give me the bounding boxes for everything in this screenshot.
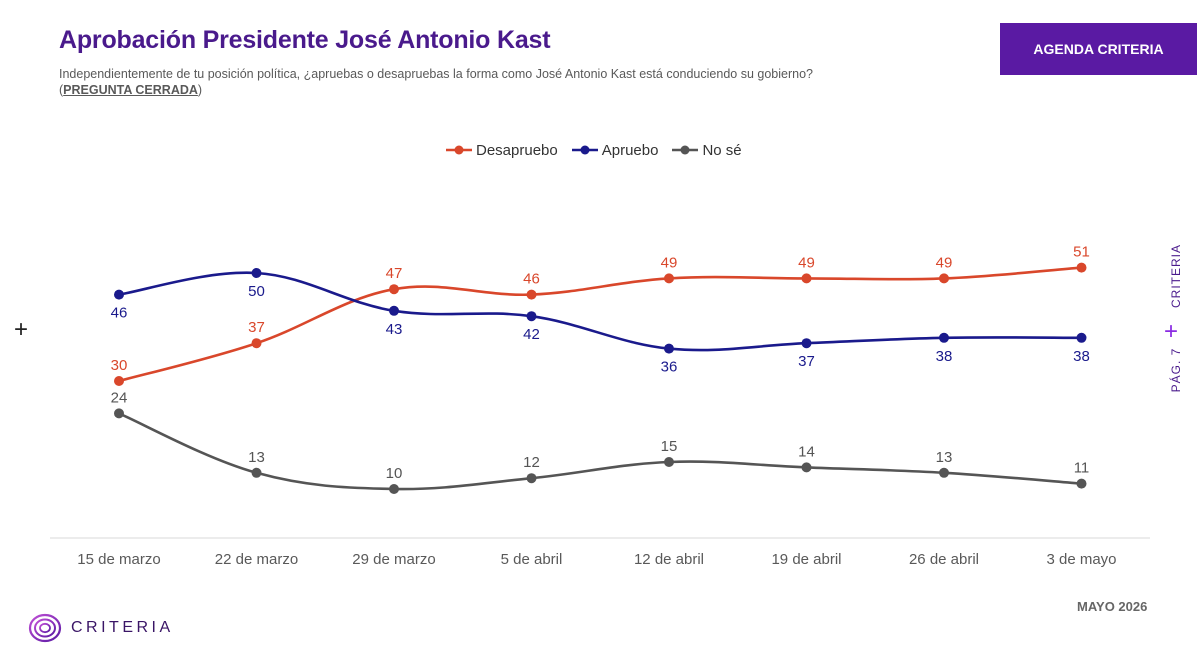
criteria-logo: CRITERIA	[28, 612, 174, 644]
data-label: 38	[936, 348, 953, 365]
legend-line-icon	[672, 145, 699, 155]
data-label: 47	[386, 265, 403, 282]
data-point	[939, 273, 949, 284]
data-point	[664, 273, 674, 284]
data-label: 46	[523, 271, 540, 288]
data-point	[251, 467, 262, 478]
question-end: )	[197, 83, 203, 97]
legend-label: Apruebo	[601, 141, 659, 159]
data-point	[114, 376, 124, 386]
data-point	[801, 462, 812, 473]
data-point	[526, 473, 537, 484]
plus-mark-right: +	[1164, 318, 1179, 345]
series-line-1	[117, 271, 1083, 352]
data-label: 49	[936, 254, 953, 271]
x-tick-label: 29 de marzo	[352, 551, 435, 568]
criteria-logo-icon	[28, 613, 62, 643]
data-label: 49	[661, 254, 678, 271]
data-label: 42	[523, 326, 540, 343]
chart-legend: Desapruebo Apruebo No sé	[446, 140, 742, 160]
plus-mark-left: +	[14, 316, 29, 343]
data-label: 24	[111, 389, 128, 406]
data-label: 38	[1073, 348, 1090, 365]
x-tick-label: 26 de abril	[909, 551, 979, 568]
data-label: 37	[248, 319, 265, 336]
data-point	[251, 268, 262, 278]
data-point	[389, 284, 399, 295]
data-point	[664, 343, 674, 354]
data-point	[939, 467, 949, 478]
legend-item-nose: No sé	[672, 141, 742, 159]
question-main: Independientemente de tu posición políti…	[59, 67, 813, 97]
data-point	[526, 311, 537, 322]
data-point	[939, 332, 949, 343]
data-label: 13	[936, 449, 953, 466]
series-line-2	[117, 412, 1083, 491]
data-label: 10	[386, 465, 403, 482]
series-line-0	[117, 266, 1083, 383]
x-tick-label: 22 de marzo	[215, 551, 298, 568]
legend-item-apruebo: Apruebo	[571, 141, 659, 159]
data-label: 12	[523, 454, 540, 471]
data-point	[664, 457, 674, 467]
question-text: Independientemente de tu posición políti…	[59, 66, 859, 98]
agenda-badge: AGENDA CRITERIA	[1000, 23, 1197, 75]
question-type: PREGUNTA CERRADA	[63, 83, 198, 97]
data-point	[389, 305, 399, 316]
data-label: 13	[248, 449, 265, 466]
data-point	[1076, 478, 1087, 489]
data-label: 11	[1074, 460, 1090, 477]
data-label: 36	[661, 359, 678, 376]
data-point	[114, 289, 124, 300]
data-label: 50	[248, 283, 265, 300]
data-point	[801, 338, 812, 349]
report-date: MAYO 2026	[1077, 599, 1148, 614]
legend-label: No sé	[702, 141, 742, 159]
data-point	[389, 484, 399, 494]
data-point	[801, 273, 812, 284]
data-label: 43	[386, 321, 403, 338]
x-tick-label: 3 de mayo	[1046, 551, 1116, 568]
x-tick-label: 15 de marzo	[77, 551, 160, 568]
criteria-logo-text: CRITERIA	[71, 619, 174, 636]
page-title: Aprobación Presidente José Antonio Kast	[59, 26, 551, 54]
data-label: 15	[661, 438, 678, 455]
data-label: 37	[798, 353, 815, 370]
x-tick-label: 12 de abril	[634, 551, 704, 568]
data-label: 14	[798, 443, 815, 460]
legend-label: Desapruebo	[476, 141, 558, 159]
data-label: 51	[1073, 244, 1090, 261]
data-label: 46	[111, 305, 128, 322]
data-point	[526, 289, 537, 300]
data-point	[251, 338, 262, 349]
x-tick-label: 19 de abril	[771, 551, 841, 568]
legend-line-icon	[571, 145, 598, 155]
data-label: 30	[111, 357, 128, 374]
legend-line-icon	[446, 145, 472, 155]
data-point	[1076, 332, 1087, 343]
x-tick-label: 5 de abril	[501, 551, 563, 568]
data-point	[1076, 262, 1087, 273]
data-label: 49	[798, 254, 815, 271]
legend-item-desapruebo: Desapruebo	[446, 142, 558, 159]
data-point	[114, 408, 124, 419]
agenda-badge-label: AGENDA CRITERIA	[1033, 41, 1164, 57]
